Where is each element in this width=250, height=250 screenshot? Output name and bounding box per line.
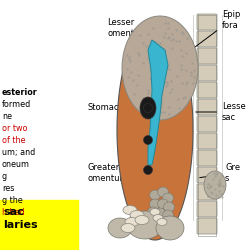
Ellipse shape xyxy=(108,218,132,238)
Text: g the: g the xyxy=(2,196,23,205)
FancyBboxPatch shape xyxy=(197,99,217,115)
Polygon shape xyxy=(148,40,168,165)
FancyBboxPatch shape xyxy=(197,31,217,47)
FancyBboxPatch shape xyxy=(197,116,217,132)
Text: sac: sac xyxy=(3,207,24,217)
FancyBboxPatch shape xyxy=(197,201,217,217)
Text: h bed: h bed xyxy=(2,208,25,217)
Ellipse shape xyxy=(158,187,168,197)
Text: ne: ne xyxy=(2,112,12,121)
Text: res: res xyxy=(2,184,14,193)
Ellipse shape xyxy=(153,214,163,222)
Ellipse shape xyxy=(121,224,135,232)
FancyBboxPatch shape xyxy=(197,48,217,64)
Ellipse shape xyxy=(140,97,156,119)
FancyBboxPatch shape xyxy=(197,184,217,200)
FancyBboxPatch shape xyxy=(197,133,217,149)
Ellipse shape xyxy=(125,218,139,226)
Ellipse shape xyxy=(127,211,163,239)
Ellipse shape xyxy=(150,190,160,200)
Ellipse shape xyxy=(164,202,174,212)
FancyBboxPatch shape xyxy=(197,218,217,234)
Text: Epip
fora: Epip fora xyxy=(193,10,240,48)
Text: Lesser
omentum: Lesser omentum xyxy=(107,18,151,51)
Text: of the: of the xyxy=(2,136,26,145)
Ellipse shape xyxy=(144,104,152,112)
FancyBboxPatch shape xyxy=(197,65,217,81)
Ellipse shape xyxy=(144,136,152,144)
Text: Stomach: Stomach xyxy=(88,104,136,112)
Text: Greater
omentum: Greater omentum xyxy=(87,163,145,183)
Ellipse shape xyxy=(154,208,166,218)
Text: Lesse
sac: Lesse sac xyxy=(196,102,246,122)
Ellipse shape xyxy=(135,216,149,224)
Ellipse shape xyxy=(204,171,226,199)
Ellipse shape xyxy=(148,207,158,217)
Ellipse shape xyxy=(158,199,168,209)
FancyBboxPatch shape xyxy=(197,82,217,98)
Text: Gre
s: Gre s xyxy=(200,163,240,183)
Ellipse shape xyxy=(150,199,160,209)
Text: or two: or two xyxy=(2,124,28,133)
FancyBboxPatch shape xyxy=(197,150,217,166)
Text: um; and: um; and xyxy=(2,148,35,157)
Ellipse shape xyxy=(123,206,137,214)
Text: g: g xyxy=(2,172,7,181)
FancyBboxPatch shape xyxy=(197,167,217,183)
Polygon shape xyxy=(117,20,193,240)
Ellipse shape xyxy=(130,210,144,220)
Ellipse shape xyxy=(122,16,198,120)
Text: laries: laries xyxy=(3,220,37,230)
Ellipse shape xyxy=(144,166,152,174)
Text: formed: formed xyxy=(2,100,31,109)
Text: oneum: oneum xyxy=(2,160,30,169)
Ellipse shape xyxy=(150,208,160,216)
Ellipse shape xyxy=(157,218,167,226)
Ellipse shape xyxy=(156,216,184,240)
Ellipse shape xyxy=(162,193,173,203)
FancyBboxPatch shape xyxy=(197,14,217,30)
Text: esterior: esterior xyxy=(2,88,38,97)
Ellipse shape xyxy=(162,210,173,220)
